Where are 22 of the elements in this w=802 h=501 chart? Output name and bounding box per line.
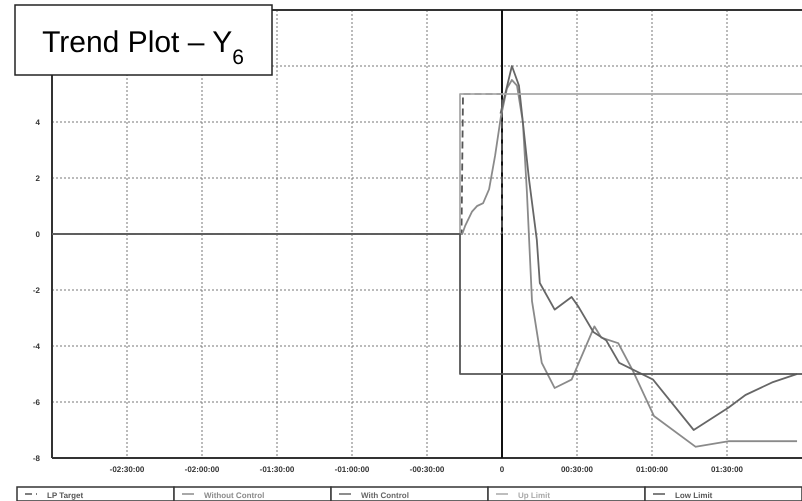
y-tick-label: -2 (32, 286, 41, 295)
x-tick-label: -01:00:00 (334, 465, 370, 474)
x-tick-label: -02:00:00 (184, 465, 220, 474)
x-tick-label: -00:30:00 (410, 465, 445, 474)
x-tick-label: -02:30:00 (110, 465, 145, 474)
x-tick-label: -01:30:00 (260, 465, 295, 474)
text: Trend Plot – Y$_{6}$ (42, 26, 244, 68)
legend-label: Without Control (204, 491, 264, 500)
x-tick-label: 01:00:00 (636, 465, 669, 474)
y-tick-label: 0 (36, 230, 41, 239)
legend-label: With Control (361, 491, 409, 500)
legend-label: LP Target (47, 491, 84, 500)
x-tick-label: 00:30:00 (560, 465, 594, 474)
y-tick-label: -6 (32, 398, 41, 407)
legend-label: Low Limit (675, 491, 713, 500)
y-tick-label: -4 (32, 342, 41, 351)
y-tick-label: 2 (36, 174, 41, 183)
x-tick-label: 01:30:00 (710, 465, 744, 474)
y-tick-label: -8 (32, 454, 41, 463)
x-tick-label: 0 (500, 465, 505, 474)
y-tick-label: 4 (36, 118, 41, 127)
legend-label: Up Limit (518, 491, 550, 500)
